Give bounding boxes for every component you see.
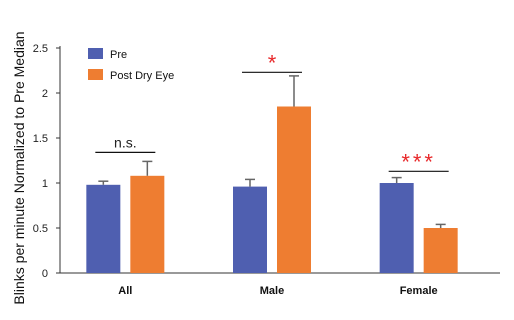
bar-pre-female: [379, 183, 414, 273]
legend-label: Post Dry Eye: [110, 70, 174, 82]
significance-annotations: n.s.****: [95, 50, 449, 174]
significance-label: *: [268, 50, 277, 75]
legend-swatch: [88, 48, 103, 59]
y-tick-label: 0.5: [33, 223, 48, 235]
bar-post-dry-eye-male: [277, 106, 311, 273]
bar-pre-all: [86, 184, 121, 273]
bar-post-dry-eye-female: [423, 228, 458, 273]
x-category-labels: All Male Female: [118, 285, 437, 297]
x-category-label: Female: [400, 285, 438, 297]
y-tick-label: 2.5: [33, 43, 48, 55]
bars: [86, 106, 458, 273]
significance-label: n.s.: [114, 134, 137, 150]
y-tick-label: 1.5: [33, 133, 48, 145]
y-axis-label: Blinks per minute Normalized to Pre Medi…: [11, 31, 27, 304]
bar-pre-male: [233, 186, 267, 273]
y-tick-label: 0: [42, 268, 48, 280]
legend-swatch: [88, 69, 103, 80]
y-tick-label: 2: [42, 88, 48, 100]
bar-post-dry-eye-all: [130, 175, 165, 273]
x-category-label: All: [118, 285, 132, 297]
significance-label: ***: [401, 149, 436, 174]
legend: Pre Post Dry Eye: [88, 48, 174, 82]
legend-label: Pre: [110, 49, 127, 61]
error-bars: [98, 75, 446, 228]
x-category-label: Male: [260, 285, 284, 297]
y-ticks: 0 0.5 1 1.5 2 2.5: [33, 43, 60, 280]
y-tick-label: 1: [42, 178, 48, 190]
